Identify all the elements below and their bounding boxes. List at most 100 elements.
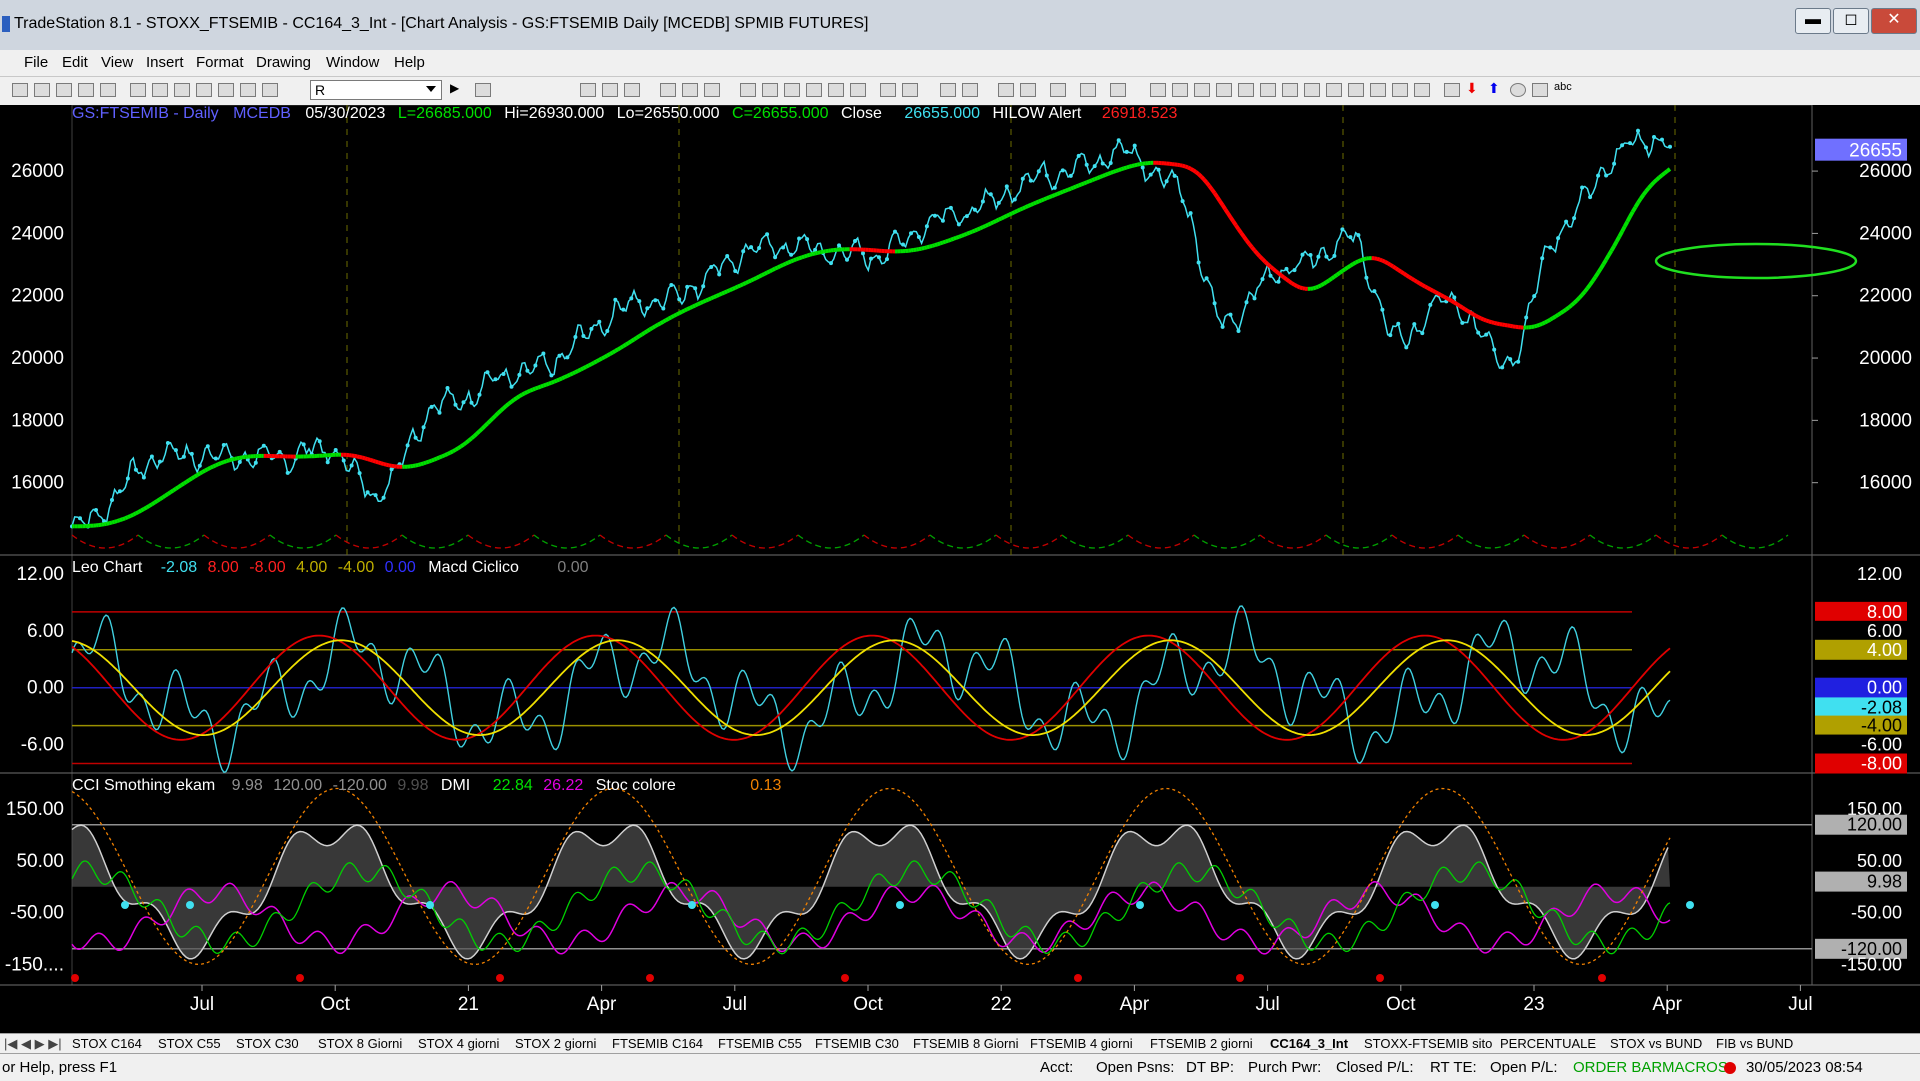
line-chart-icon[interactable] (602, 83, 618, 97)
scanner-icon[interactable] (784, 83, 800, 97)
speed-lines-icon[interactable] (1260, 83, 1276, 97)
workspace-tabs: |◀ ◀ ▶ ▶| STOX C164 STOX C55 STOX C30 ST… (0, 1033, 1920, 1054)
zoom-out-icon[interactable] (962, 83, 978, 97)
menu-edit[interactable]: Edit (62, 54, 88, 71)
vertical-line-icon[interactable] (1172, 83, 1188, 97)
tools-icon[interactable] (1050, 83, 1066, 97)
print-preview-icon[interactable] (152, 83, 168, 97)
status-macros[interactable]: MACROS (1662, 1059, 1728, 1076)
matrix-icon[interactable] (740, 83, 756, 97)
arc-icon[interactable] (1392, 83, 1408, 97)
ellipse-icon[interactable] (1510, 83, 1526, 97)
globe-icon[interactable] (262, 83, 278, 97)
fib-icon[interactable] (1216, 83, 1232, 97)
tab-ftsemib-4-giorni[interactable]: FTSEMIB 4 giorni (1030, 1036, 1133, 1051)
tab-fib-vs-bund[interactable]: FIB vs BUND (1716, 1036, 1793, 1051)
trend-segment (1071, 188, 1074, 189)
expand-icon[interactable] (902, 83, 918, 97)
up-arrow-icon[interactable]: ⬆ (1488, 80, 1504, 94)
chart-icon[interactable] (174, 83, 190, 97)
indicator-icon[interactable] (660, 83, 676, 97)
folder-icon[interactable] (100, 83, 116, 97)
channel-icon[interactable] (1348, 83, 1364, 97)
arrows-icon[interactable] (1326, 83, 1342, 97)
menu-format[interactable]: Format (196, 54, 244, 71)
trend-segment (1609, 251, 1612, 256)
tab-stox-4-giorni[interactable]: STOX 4 giorni (418, 1036, 499, 1051)
tab-stox-c30[interactable]: STOX C30 (236, 1036, 299, 1051)
menu-file[interactable]: File (24, 54, 48, 71)
tab-stox-c164[interactable]: STOX C164 (72, 1036, 142, 1051)
candle-icon[interactable] (624, 83, 640, 97)
workspace-window-icon[interactable] (1110, 83, 1126, 97)
tab-stox-8-giorni[interactable]: STOX 8 Giorni (318, 1036, 402, 1051)
time-axis-label: Oct (320, 994, 350, 1015)
text-icon[interactable]: abc (1554, 81, 1584, 95)
bars-icon[interactable] (850, 83, 866, 97)
symbol-dropdown-icon[interactable] (426, 86, 436, 92)
radar-icon[interactable] (762, 83, 778, 97)
menu-view[interactable]: View (101, 54, 133, 71)
compress-icon[interactable] (880, 83, 896, 97)
grid-icon[interactable] (196, 83, 212, 97)
trend-segment (373, 461, 376, 462)
tab-stoxx-ftsemib-sito[interactable]: STOXX-FTSEMIB sito (1364, 1036, 1492, 1051)
lock-icon[interactable] (218, 83, 234, 97)
menu-window[interactable]: Window (326, 54, 379, 71)
green-chart-icon[interactable] (806, 83, 822, 97)
maximize-button[interactable]: ◻ (1833, 8, 1869, 34)
horizontal-line-icon[interactable] (1194, 83, 1210, 97)
tab-ftsemib-c164[interactable]: FTSEMIB C164 (612, 1036, 703, 1051)
rectangle-icon[interactable] (1532, 83, 1548, 97)
go-icon[interactable]: ▶ (450, 81, 466, 95)
curve-icon[interactable] (1444, 83, 1460, 97)
save-icon[interactable] (56, 83, 72, 97)
tab-ftsemib-c55[interactable]: FTSEMIB C55 (718, 1036, 802, 1051)
time-zones-icon[interactable] (1282, 83, 1298, 97)
quote-icon[interactable] (475, 83, 491, 97)
trend-segment (733, 288, 736, 289)
menu-insert[interactable]: Insert (146, 54, 184, 71)
symbol-input[interactable] (310, 80, 442, 100)
header-high: Hi=26930.000 (504, 105, 604, 122)
open-icon[interactable] (34, 83, 50, 97)
close-button[interactable]: ✕ (1871, 8, 1917, 34)
tab-ftsemib-2-giorni[interactable]: FTSEMIB 2 giorni (1150, 1036, 1253, 1051)
tab-percentuale[interactable]: PERCENTUALE (1500, 1036, 1596, 1051)
tab-ftsemib-8-giorni[interactable]: FTSEMIB 8 Giorni (913, 1036, 1018, 1051)
brush-icon[interactable] (1414, 83, 1430, 97)
new-icon[interactable] (12, 83, 28, 97)
trend-segment (618, 348, 621, 350)
chart-window-icon[interactable] (1080, 83, 1096, 97)
regression-icon[interactable] (1304, 83, 1320, 97)
trend-segment (586, 366, 589, 367)
andrews-icon[interactable] (1370, 83, 1386, 97)
tab-cc164-3-int[interactable]: CC164_3_Int (1270, 1036, 1348, 1051)
cci-badge: -150.00 (1841, 954, 1902, 974)
options-icon[interactable] (828, 83, 844, 97)
bar-chart-icon[interactable] (580, 83, 596, 97)
tab-stox-2-giorni[interactable]: STOX 2 giorni (515, 1036, 596, 1051)
menu-help[interactable]: Help (394, 54, 425, 71)
tab-scroll-icon[interactable]: |◀ ◀ ▶ ▶| (4, 1036, 62, 1052)
print-icon[interactable] (130, 83, 146, 97)
refresh-icon[interactable] (240, 83, 256, 97)
tab-stox-vs-bund[interactable]: STOX vs BUND (1610, 1036, 1702, 1051)
trend-segment (786, 263, 789, 264)
pointer-icon[interactable] (998, 83, 1014, 97)
hand-icon[interactable] (1020, 83, 1036, 97)
strategy-icon[interactable] (682, 83, 698, 97)
zoom-in-icon[interactable] (940, 83, 956, 97)
trendline-icon[interactable] (1150, 83, 1166, 97)
workspace-icon[interactable] (78, 83, 94, 97)
tab-ftsemib-c30[interactable]: FTSEMIB C30 (815, 1036, 899, 1051)
tab-stox-c55[interactable]: STOX C55 (158, 1036, 221, 1051)
paintbar-icon[interactable] (704, 83, 720, 97)
minimize-button[interactable]: ▬ (1795, 8, 1831, 34)
status-order-bar[interactable]: ORDER BAR (1573, 1059, 1662, 1076)
gann-icon[interactable] (1238, 83, 1254, 97)
down-arrow-icon[interactable]: ⬇ (1466, 80, 1482, 94)
menu-drawing[interactable]: Drawing (256, 54, 311, 71)
trend-segment (1633, 207, 1636, 212)
